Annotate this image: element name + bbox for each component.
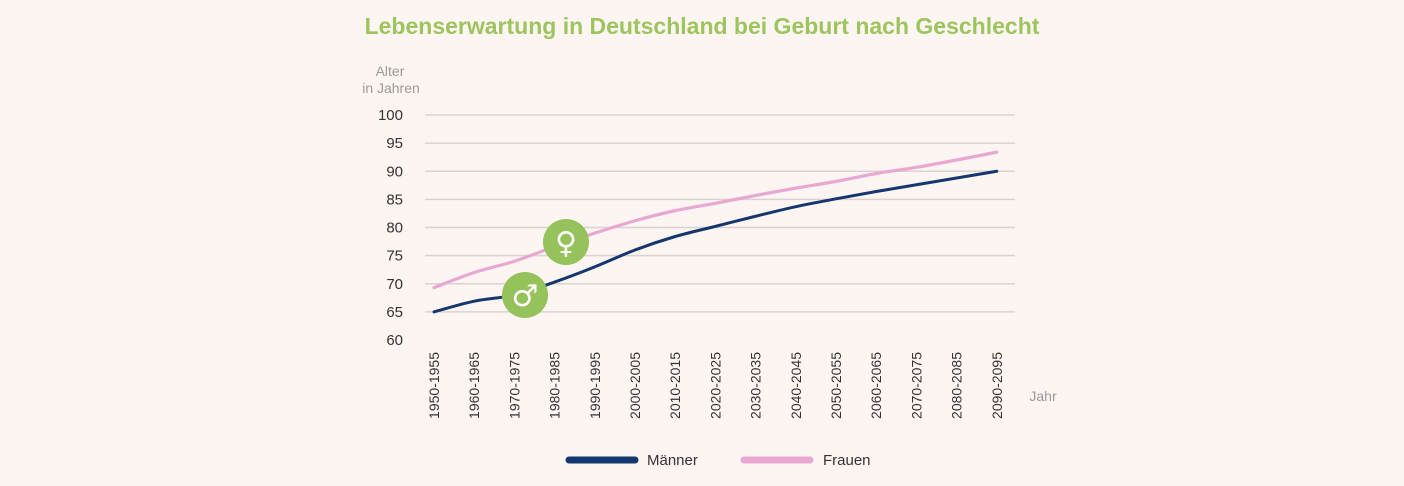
y-tick-label: 65 bbox=[386, 304, 403, 321]
series-line-frauen bbox=[432, 150, 999, 290]
x-tick-label: 2010-2015 bbox=[667, 352, 683, 419]
y-axis-label-line1: Alter bbox=[376, 63, 405, 79]
x-tick-label: 2020-2025 bbox=[707, 352, 723, 419]
male-badge-circle bbox=[502, 272, 548, 318]
y-tick-label: 60 bbox=[386, 332, 403, 349]
x-tick-label: 2080-2085 bbox=[949, 352, 965, 419]
male-sign-icon: ♂ bbox=[512, 279, 539, 314]
x-tick-label: 2090-2095 bbox=[989, 352, 1005, 419]
y-axis-label-line2: in Jahren bbox=[362, 80, 420, 96]
x-tick-label: 1950-1955 bbox=[426, 352, 442, 419]
x-tick-label: 1960-1965 bbox=[466, 352, 482, 419]
chart-title: Lebenserwartung in Deutschland bei Gebur… bbox=[365, 13, 1040, 39]
x-tick-label: 2040-2045 bbox=[788, 352, 804, 419]
x-tick-label: 2030-2035 bbox=[748, 352, 764, 419]
female-sign-icon: ♀ bbox=[555, 226, 577, 261]
y-tick-label: 75 bbox=[386, 248, 403, 265]
x-tick-label: 2000-2005 bbox=[627, 352, 643, 419]
x-tick-label: 1970-1975 bbox=[506, 352, 522, 419]
legend-label-frauen: Frauen bbox=[823, 452, 871, 469]
x-tick-label: 2070-2075 bbox=[908, 352, 924, 419]
x-tick-label: 2050-2055 bbox=[828, 352, 844, 419]
legend-label-maenner: Männer bbox=[647, 452, 698, 469]
y-axis-ticks: 100 95 90 85 80 75 70 65 60 bbox=[378, 107, 403, 349]
female-badge-circle bbox=[543, 219, 589, 265]
y-tick-label: 100 bbox=[378, 107, 403, 124]
y-tick-label: 90 bbox=[386, 163, 403, 180]
x-axis-ticks: 1950-1955 1960-1965 1970-1975 1980-1985 1990… bbox=[426, 352, 1005, 419]
y-tick-label: 95 bbox=[386, 135, 403, 152]
x-tick-label: 1990-1995 bbox=[587, 352, 603, 419]
x-tick-label: 2060-2065 bbox=[868, 352, 884, 419]
y-tick-label: 85 bbox=[386, 191, 403, 208]
y-tick-label: 80 bbox=[386, 220, 403, 237]
legend: Männer Frauen bbox=[565, 452, 871, 469]
y-tick-label: 70 bbox=[386, 276, 403, 293]
x-tick-label: 1980-1985 bbox=[547, 352, 563, 419]
female-badge: ♀ bbox=[543, 219, 589, 265]
male-badge: ♂ bbox=[502, 272, 548, 318]
x-axis-label: Jahr bbox=[1029, 388, 1057, 404]
